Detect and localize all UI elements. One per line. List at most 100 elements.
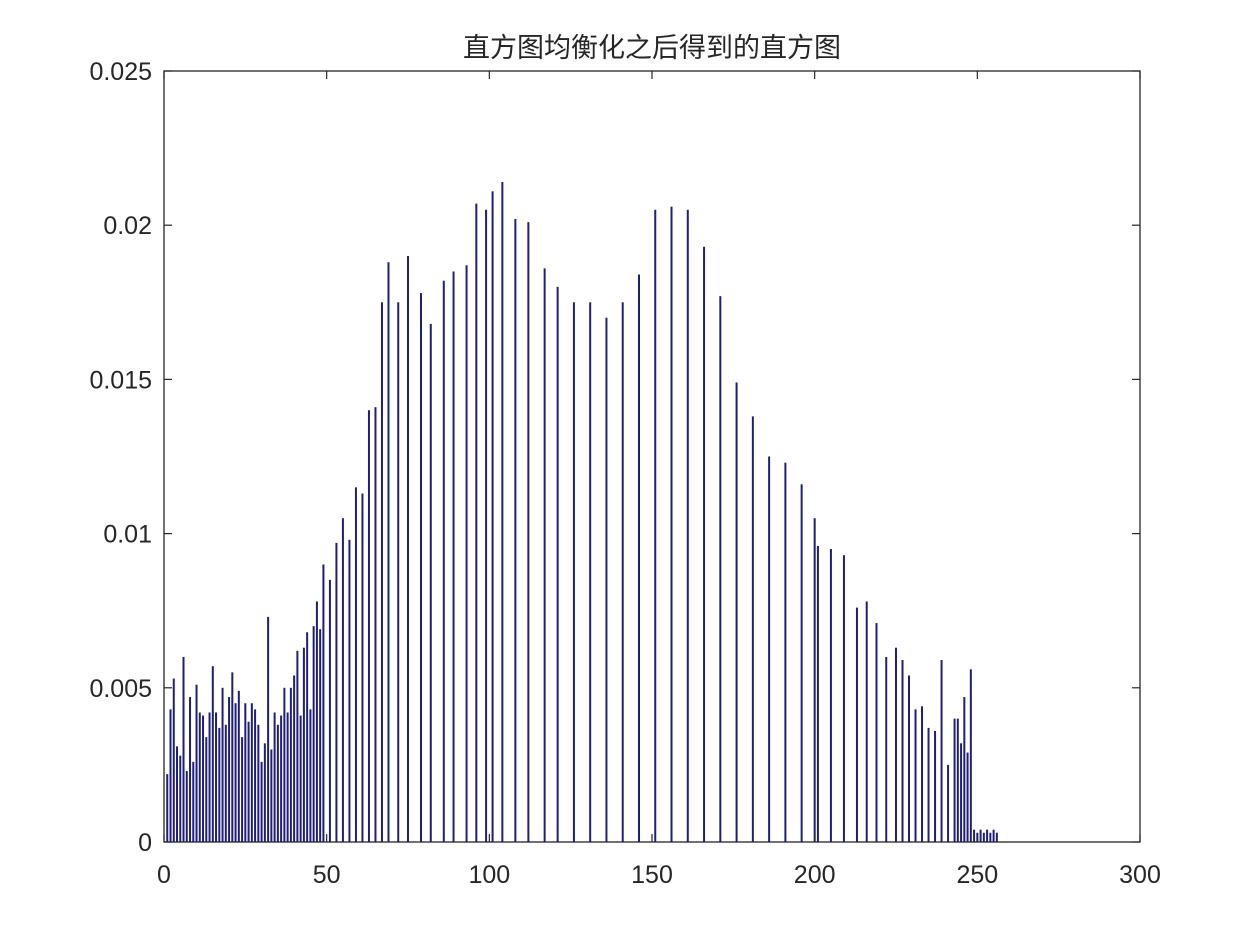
histogram-bar [273,712,276,842]
histogram-bar [927,727,930,842]
y-tick-label: 0 [138,829,152,857]
histogram-bar [296,650,299,842]
histogram-bar [263,743,266,842]
histogram-bar [276,724,279,842]
histogram-bar [605,317,608,843]
histogram-bar [176,746,179,842]
histogram-bar [322,564,325,842]
histogram-bar [348,539,351,842]
histogram-bar [934,730,937,842]
histogram-bar [228,697,231,842]
histogram-bar [768,456,771,842]
axes-box [163,70,1141,843]
histogram-bar [947,764,950,842]
histogram-bar [407,256,409,842]
histogram-bar [865,601,868,842]
histogram-bar [452,271,455,843]
histogram-bar [215,712,218,842]
histogram-bar [286,712,289,842]
histogram-bar [572,302,575,842]
histogram-bar [885,656,888,842]
histogram-bar [475,203,478,843]
y-tick-label: 0.015 [89,366,152,394]
histogram-bar [289,687,292,842]
x-tick-label: 250 [956,861,998,889]
histogram-bar [341,518,344,842]
histogram-bar [956,718,959,842]
y-axis-ticks: 0 0.005 0.01 0.015 0.02 0.025 [89,58,1140,857]
histogram-bar [218,727,221,842]
histogram-bar [328,579,331,842]
histogram-bar [989,832,992,842]
histogram-bar [979,829,982,842]
plot-area [164,71,1140,842]
histogram-bar [901,660,904,842]
histogram-bar [686,209,689,842]
histogram-bar [380,302,383,842]
histogram-bar [315,601,318,842]
histogram-bar [527,222,530,842]
histogram-bar [855,607,858,842]
histogram-bar [908,675,911,842]
histogram-bar [485,209,488,842]
histogram-bar [247,721,250,842]
x-tick-label: 150 [631,861,673,889]
x-tick-label: 200 [794,861,836,889]
histogram-bar [354,487,357,842]
histogram-bar [784,462,787,842]
histogram-bar [703,246,706,843]
histogram-bar [589,302,592,842]
histogram-bar [491,191,494,842]
histogram-bar [192,761,195,842]
histogram-bar [260,761,263,842]
histogram-bar [374,407,377,842]
histogram-bar [914,709,917,842]
histogram-bar [429,323,432,842]
histogram-bar [241,737,244,842]
histogram-bar [751,416,754,842]
histogram-bar [309,709,312,842]
histogram-bar [319,629,322,842]
histogram-bar [637,274,640,842]
histogram-bar [195,684,198,842]
y-tick-label: 0.02 [103,212,152,240]
histogram-bar [208,712,211,842]
histogram-bar [800,484,803,842]
histogram-bar [166,774,169,842]
histogram-bar [813,518,816,842]
histogram-bar [299,715,302,842]
histogram-bar [231,672,234,842]
histogram-bar [185,771,188,842]
histogram-bar [169,709,172,842]
histogram-bar [543,268,546,842]
histogram-bar [234,703,237,842]
histogram-bar [250,703,253,842]
chart-title: 直方图均衡化之后得到的直方图 [463,33,841,64]
histogram-bar [895,647,897,842]
histogram-bar [982,832,985,842]
histogram-bar [205,737,208,842]
y-tick-label: 0.025 [89,58,152,86]
histogram-bar [254,709,257,842]
histogram-bar [816,545,819,842]
y-tick-label: 0.01 [103,521,152,549]
x-tick-label: 0 [157,861,171,889]
histogram-bar [270,749,273,842]
histogram-bar [966,752,969,842]
histogram-bar [654,209,657,842]
histogram-bar [172,678,175,842]
histogram-bar [973,829,976,842]
histogram-bar [387,262,390,843]
histogram-bar [198,712,201,842]
histogram-bar [842,555,845,842]
x-tick-label: 100 [468,861,510,889]
histogram-bar [244,703,247,842]
histogram-bar [995,832,998,842]
histogram-bar [367,410,370,842]
histogram-bar [420,293,423,842]
histogram-bar [940,660,943,842]
histogram-bar [202,715,205,842]
histogram-bar [283,687,286,842]
histogram-bar [221,687,224,842]
